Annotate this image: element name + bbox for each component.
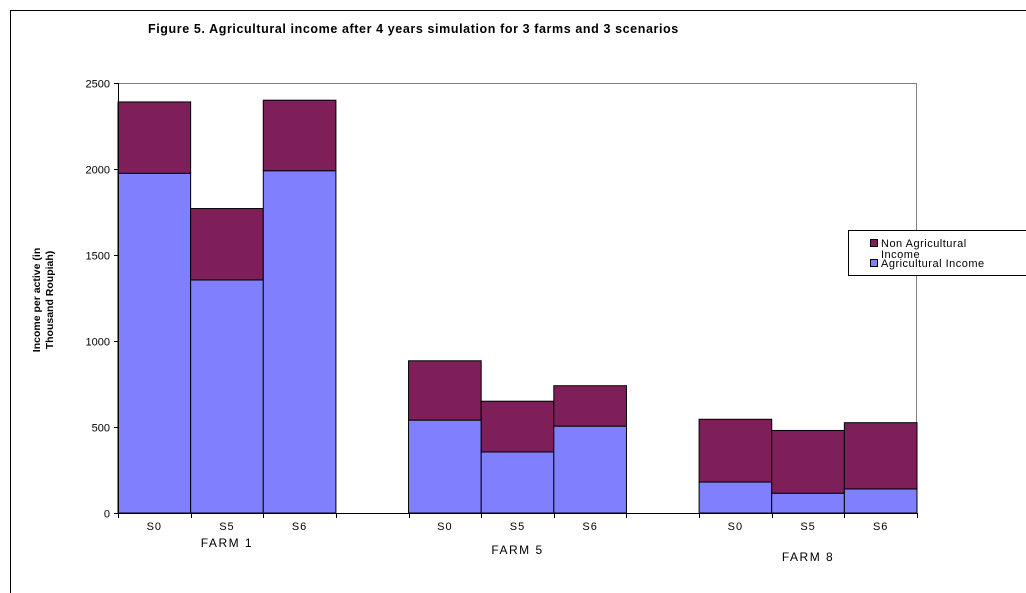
chart-title: Figure 5. Agricultural income after 4 ye… [148, 22, 679, 36]
bar-farm8-s5-series-1 [771, 429, 845, 494]
bar-farm5-s5-series-1 [480, 400, 555, 453]
x-group-label: FARM 1 [201, 536, 253, 550]
x-tick-label: S6 [582, 521, 597, 533]
y-tick-label: 500 [92, 423, 110, 435]
y-tick-label: 2000 [86, 165, 110, 177]
bar-farm5-s0-series-0 [408, 419, 482, 514]
x-tick-label: S6 [873, 521, 888, 533]
bar-farm1-s5-series-1 [190, 208, 264, 281]
bar-farm8-s0-series-1 [698, 418, 773, 483]
x-tick-label: S5 [800, 521, 815, 533]
y-axis-title-line-2: Thousand Roupiah) [44, 251, 56, 350]
x-group-label: FARM 5 [491, 543, 543, 557]
y-axis-title-line-1: Income per active (in [31, 248, 43, 352]
bar-farm1-s6-series-0 [262, 170, 337, 514]
x-tick-label: S5 [219, 521, 234, 533]
bar-farm5-s6-series-1 [553, 385, 627, 427]
bar-farm1-s0-series-1 [117, 101, 192, 174]
y-tick-label: 1000 [86, 337, 110, 349]
bars-layer [117, 99, 918, 514]
x-tick-label: S0 [728, 521, 743, 533]
bar-farm1-s6-series-1 [262, 99, 337, 172]
bar-farm5-s0-series-1 [408, 360, 482, 421]
bar-farm5-s6-series-0 [553, 425, 627, 514]
axes-layer: S0 S5 S6 FARM 1 S0 S5 S6 FARM 5 S0 S5 S6 FARM 8 0 500… [86, 79, 918, 564]
legend-swatch [870, 239, 878, 247]
legend-label: Non Agricultural Income [881, 238, 967, 261]
y-tick-label: 2500 [86, 79, 110, 91]
y-tick-label: 1500 [86, 251, 110, 263]
chart-frame [10, 10, 1026, 593]
x-group-label: FARM 8 [782, 550, 834, 564]
x-tick-label: S0 [437, 521, 452, 533]
y-tick-label: 0 [104, 509, 110, 521]
x-tick-label: S6 [292, 521, 307, 533]
bar-farm8-s6-series-0 [843, 488, 918, 514]
bar-farm8-s5-series-0 [771, 492, 845, 514]
legend-label: Agricultural Income [881, 258, 985, 270]
bar-farm8-s6-series-1 [843, 422, 918, 490]
y-axis-title: Income per active (in Thousand Roupiah) [31, 248, 56, 352]
legend-box [848, 230, 1026, 276]
bar-farm1-s0-series-0 [117, 172, 192, 514]
bar-farm5-s5-series-0 [480, 451, 555, 514]
x-tick-label: S5 [510, 521, 525, 533]
bar-farm1-s5-series-0 [190, 279, 264, 514]
bar-farm8-s0-series-0 [698, 481, 773, 514]
x-tick-label: S0 [147, 521, 162, 533]
legend-swatch [870, 259, 878, 267]
